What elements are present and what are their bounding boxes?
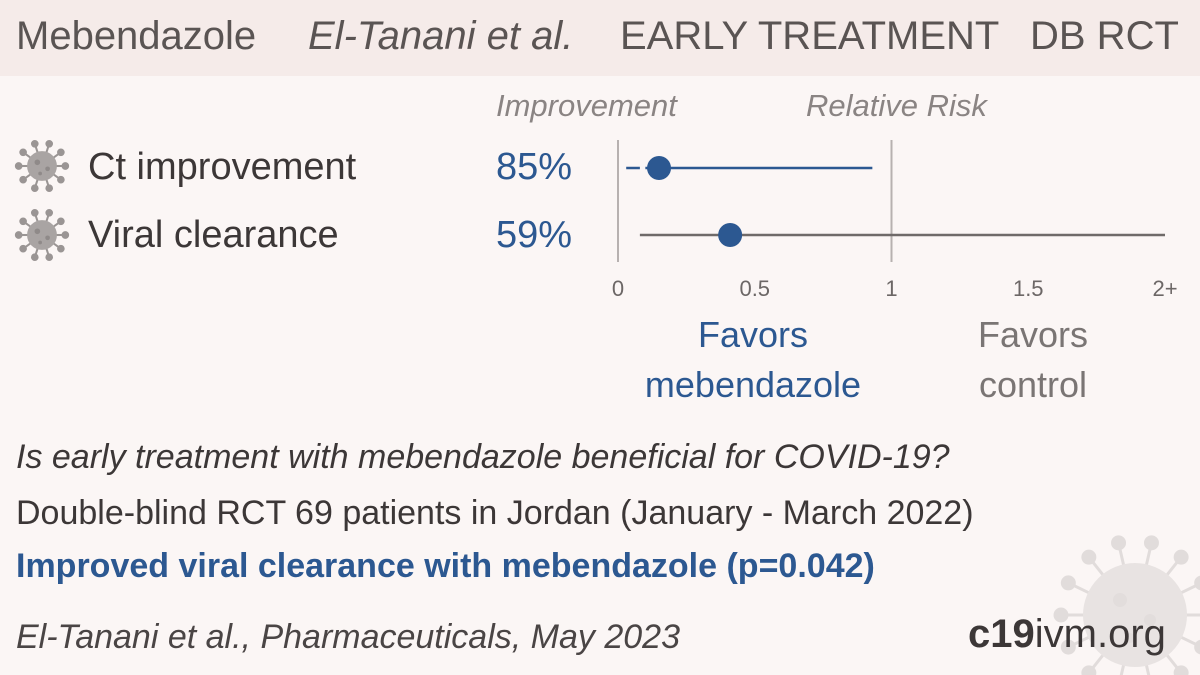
brand-logo[interactable]: c19ivm.org <box>968 612 1166 657</box>
axis-tick-label: 1.5 <box>1012 276 1044 301</box>
virus-icon <box>14 208 70 262</box>
brand-bold: c19 <box>968 612 1035 656</box>
study-authors: El-Tanani et al. <box>308 14 574 58</box>
axis-tick-label: 0.5 <box>739 276 771 301</box>
improvement-value-viral-clearance: 59% <box>496 214 573 256</box>
favors-control-line2: control <box>978 364 1088 405</box>
point-estimate <box>647 156 672 180</box>
favors-treatment-label: Favors mebendazole <box>645 310 861 410</box>
outcome-label-ct-improvement: Ct improvement <box>88 146 357 188</box>
axis-tick-label: 2+ <box>1152 276 1178 301</box>
brand-rest: ivm.org <box>1034 612 1166 656</box>
favors-treatment-line2: mebendazole <box>644 364 862 405</box>
virus-icon <box>14 139 70 193</box>
study-question: Is early treatment with mebendazole bene… <box>16 438 950 476</box>
study-result: Improved viral clearance with mebendazol… <box>16 547 875 585</box>
improvement-value-ct: 85% <box>496 146 573 188</box>
axis-tick-label: 0 <box>611 276 625 301</box>
treatment-stage: EARLY TREATMENT <box>620 14 1000 58</box>
header-bar: Mebendazole El-Tanani et al. EARLY TREAT… <box>0 0 1200 76</box>
point-estimate <box>718 223 743 247</box>
study-design: DB RCT <box>1030 14 1179 58</box>
favors-treatment-line1: Favors <box>697 314 809 355</box>
virus-icon <box>1053 535 1200 675</box>
drug-name: Mebendazole <box>16 14 257 58</box>
relative-risk-column-header: Relative Risk <box>806 88 987 123</box>
forest-plot <box>617 140 1165 262</box>
improvement-column-header: Improvement <box>496 88 677 123</box>
study-description: Double-blind RCT 69 patients in Jordan (… <box>16 494 974 532</box>
outcome-label-viral-clearance: Viral clearance <box>88 214 339 256</box>
favors-control-line1: Favors <box>977 314 1089 355</box>
citation: El-Tanani et al., Pharmaceuticals, May 2… <box>16 618 680 656</box>
axis-tick-label: 1 <box>885 276 898 301</box>
favors-control-label: Favors control <box>978 310 1088 410</box>
